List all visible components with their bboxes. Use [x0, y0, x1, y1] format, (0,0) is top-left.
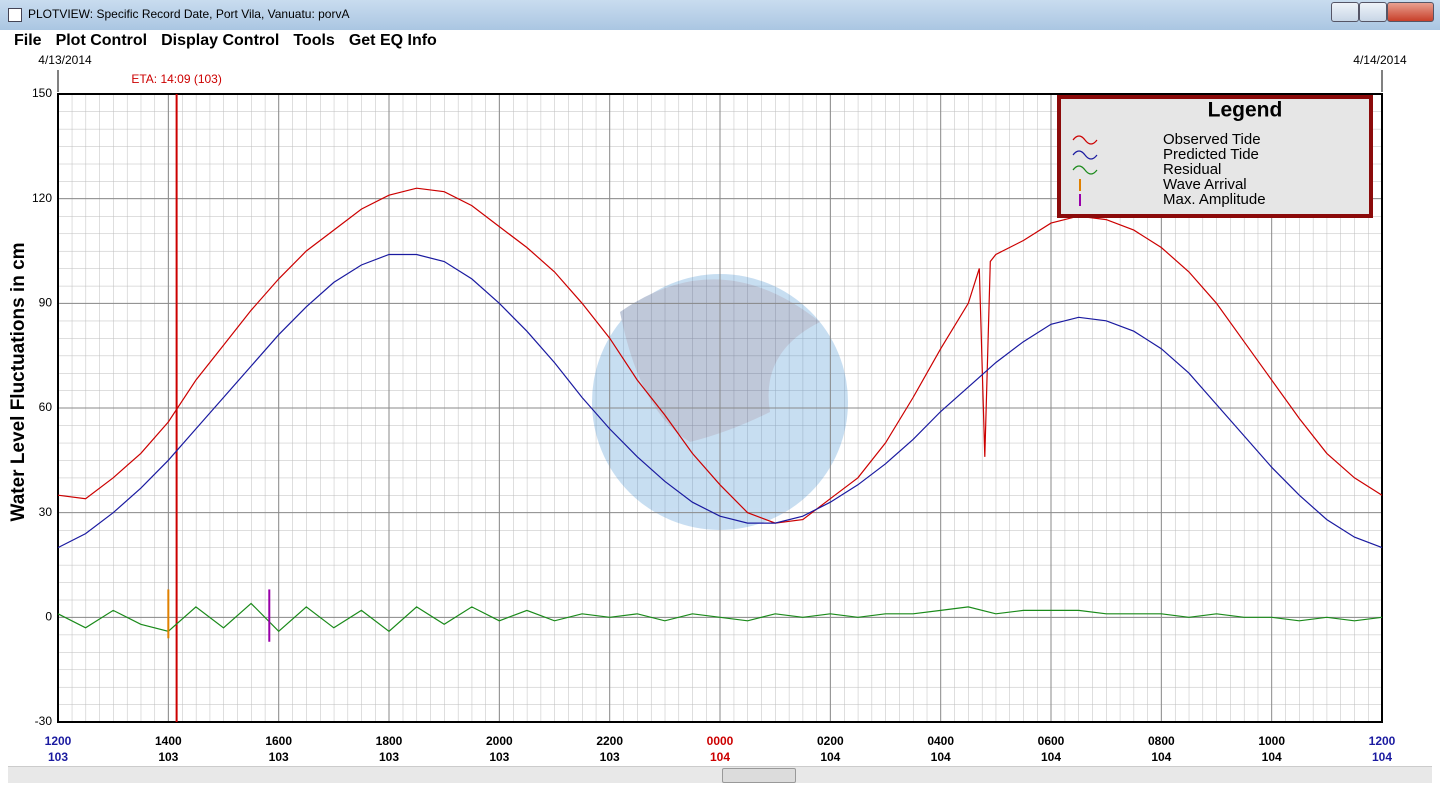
menu-item[interactable]: Display Control	[161, 32, 280, 49]
x-tick-label: 0800	[1148, 734, 1175, 748]
app-icon	[8, 8, 22, 22]
legend-label: Predicted Tide	[1163, 146, 1259, 163]
x-tick-day: 104	[1372, 750, 1392, 764]
chart: 1200103140010316001031800103200010322001…	[8, 53, 1407, 764]
x-tick-label: 0200	[817, 734, 844, 748]
legend-title: Legend	[1208, 99, 1283, 122]
x-tick-day: 103	[269, 750, 289, 764]
x-tick-day: 104	[931, 750, 951, 764]
x-tick-label: 2000	[486, 734, 513, 748]
y-tick-label: 30	[39, 505, 53, 519]
horizontal-scrollbar[interactable]	[8, 766, 1432, 783]
title-bar: PLOTVIEW: Specific Record Date, Port Vil…	[0, 0, 1440, 30]
x-tick-label: 0600	[1038, 734, 1065, 748]
window-title: PLOTVIEW: Specific Record Date, Port Vil…	[28, 7, 350, 21]
x-tick-day: 104	[1262, 750, 1282, 764]
x-tick-label: 1200	[45, 734, 72, 748]
y-tick-label: 120	[32, 191, 52, 205]
minimize-button[interactable]	[1331, 2, 1359, 22]
legend-label: Observed Tide	[1163, 131, 1261, 148]
x-tick-day: 103	[600, 750, 620, 764]
legend-label: Max. Amplitude	[1163, 191, 1266, 208]
x-tick-day: 103	[379, 750, 399, 764]
x-tick-label: 1000	[1258, 734, 1285, 748]
x-tick-label: 1600	[265, 734, 292, 748]
y-tick-label: 150	[32, 86, 52, 100]
x-tick-day: 104	[1041, 750, 1061, 764]
y-axis-label: Water Level Fluctuations in cm	[8, 242, 29, 521]
close-button[interactable]	[1387, 2, 1434, 22]
date-label: 4/13/2014	[38, 53, 92, 67]
maximize-button[interactable]	[1359, 2, 1387, 22]
x-tick-label: 0000	[707, 734, 734, 748]
date-label: 4/14/2014	[1353, 53, 1407, 67]
x-tick-label: 0400	[927, 734, 954, 748]
legend-label: Residual	[1163, 161, 1221, 178]
scroll-thumb[interactable]	[722, 768, 796, 783]
x-tick-day: 104	[820, 750, 840, 764]
y-tick-label: 0	[45, 610, 52, 624]
x-tick-day: 103	[489, 750, 509, 764]
x-tick-label: 1200	[1369, 734, 1396, 748]
legend-swatch	[1072, 150, 1098, 160]
legend-swatch	[1072, 135, 1098, 145]
menu-item[interactable]: Tools	[293, 32, 335, 49]
x-tick-day: 104	[710, 750, 730, 764]
menu-item[interactable]: Get EQ Info	[348, 32, 437, 49]
menu-item[interactable]: Plot Control	[55, 32, 148, 49]
y-tick-label: 60	[39, 400, 53, 414]
x-tick-day: 104	[1151, 750, 1171, 764]
x-tick-day: 103	[158, 750, 178, 764]
x-tick-label: 2200	[596, 734, 623, 748]
menu-item[interactable]: File	[14, 32, 42, 49]
legend-box	[1057, 95, 1373, 218]
x-tick-label: 1400	[155, 734, 182, 748]
eta-label: ETA: 14:09 (103)	[131, 72, 222, 86]
menu-bar: File Plot Control Display Control Tools Get …	[0, 30, 1440, 52]
legend-label: Wave Arrival	[1163, 176, 1247, 193]
legend-swatch	[1072, 165, 1098, 175]
x-tick-day: 103	[48, 750, 68, 764]
series-line	[57, 187, 1383, 524]
series-line	[57, 253, 1383, 549]
y-tick-label: 90	[39, 296, 53, 310]
plot-frame	[57, 93, 1383, 723]
x-tick-label: 1800	[376, 734, 403, 748]
series-line	[57, 602, 1383, 633]
y-tick-label: -30	[35, 714, 53, 728]
